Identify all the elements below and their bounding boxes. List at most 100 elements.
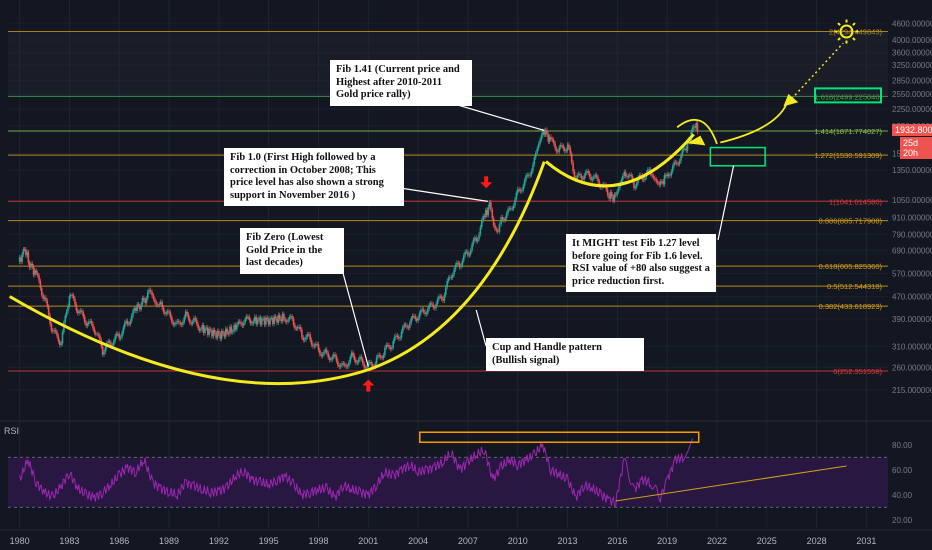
candle-body	[539, 139, 541, 145]
x-tick-label: 2013	[558, 536, 578, 546]
candle-body	[231, 331, 234, 333]
candle-body	[579, 173, 581, 176]
candle-body	[461, 260, 464, 266]
candle-body	[662, 181, 664, 185]
candle-body	[363, 363, 365, 368]
candle-body	[218, 330, 220, 334]
candle-body	[654, 177, 656, 180]
candle-body	[145, 298, 148, 303]
handle-curve	[544, 133, 695, 188]
candle-body	[568, 144, 570, 148]
rsi-trend-line	[615, 465, 847, 502]
candle-body	[440, 296, 443, 299]
annotation-cup-handle: Cup and Handle pattern (Bullish signal)	[486, 338, 644, 371]
candle-body	[692, 126, 695, 128]
red-arrow-icon-shaft	[366, 384, 371, 392]
candle-body	[386, 344, 389, 346]
candle-body	[287, 319, 289, 322]
candle-body	[306, 334, 309, 337]
candle-body	[312, 344, 314, 347]
candle-body	[550, 136, 552, 140]
candle-body	[674, 161, 677, 163]
candle-body	[676, 162, 678, 165]
candle-body	[627, 175, 630, 178]
candle-body	[460, 265, 462, 268]
candle-body	[685, 148, 688, 151]
last-price-badge: 1932.800000	[892, 124, 932, 136]
candle-body	[281, 313, 284, 322]
candle-body	[325, 349, 328, 353]
candle-body	[198, 328, 201, 331]
candle-body	[262, 318, 264, 320]
candle-body	[144, 299, 146, 303]
candle-body	[205, 327, 208, 329]
candle-body	[323, 351, 325, 355]
candle-body	[61, 331, 64, 344]
y-tick-label: 2250.000000	[892, 105, 932, 114]
y-tick-label: 260.000000	[892, 363, 932, 372]
candle-body	[341, 363, 343, 366]
candle-body	[191, 321, 194, 324]
candle-body	[523, 180, 526, 186]
candle-body	[503, 219, 505, 221]
candle-body	[183, 317, 186, 323]
y-tick-label: 310.000000	[892, 342, 932, 351]
projection-arrowhead	[783, 93, 799, 107]
candle-body	[301, 329, 303, 338]
candle-body	[47, 306, 50, 316]
candle-body	[355, 359, 357, 363]
y-tick-label: 2550.000000	[892, 90, 932, 99]
red-arrow-icon	[362, 379, 375, 392]
candle-body	[197, 323, 199, 329]
rsi-tick-label: 60.00	[892, 466, 913, 475]
candle-body	[429, 303, 432, 305]
x-tick-label: 2025	[757, 536, 777, 546]
candle-body	[542, 130, 544, 136]
candle-body	[559, 145, 562, 148]
candle-body	[39, 280, 42, 289]
candle-body	[597, 176, 599, 182]
cup-curve	[8, 161, 546, 386]
candle-body	[179, 322, 181, 325]
fib-1618-highlight	[814, 87, 882, 104]
candle-body	[646, 169, 649, 173]
candle-body	[53, 330, 56, 332]
candle-body	[240, 321, 242, 325]
candle-body	[119, 337, 122, 339]
handle-arrowhead	[687, 135, 706, 146]
candle-body	[110, 342, 112, 347]
candle-body	[89, 321, 91, 322]
candle-body	[608, 195, 610, 199]
candle-body	[532, 164, 534, 171]
rsi-tick-label: 20.00	[892, 516, 913, 525]
candle-body	[551, 139, 554, 140]
candle-body	[248, 317, 251, 321]
candle-body	[327, 352, 329, 358]
candle-body	[514, 199, 516, 206]
x-tick-label: 2019	[657, 536, 677, 546]
candle-body	[283, 313, 285, 320]
candle-body	[655, 179, 658, 182]
candle-body	[94, 332, 97, 335]
candle-body	[56, 331, 58, 336]
candle-body	[544, 129, 547, 135]
candle-body	[285, 321, 288, 322]
candle-body	[40, 288, 43, 296]
candle-body	[216, 330, 219, 338]
candle-body	[277, 315, 280, 323]
rsi-tick-label: 40.00	[892, 491, 913, 500]
x-tick-label: 2028	[807, 536, 827, 546]
candle-body	[31, 263, 34, 267]
candle-body	[573, 171, 576, 179]
candle-body	[43, 297, 46, 299]
candle-body	[547, 134, 550, 142]
candle-body	[384, 347, 386, 356]
candle-body	[177, 321, 180, 323]
rsi-label: RSI	[4, 426, 19, 436]
y-tick-label: 3250.000000	[892, 61, 932, 70]
candle-body	[433, 307, 436, 309]
x-tick-label: 1986	[109, 536, 129, 546]
candle-body	[28, 262, 31, 268]
candle-body	[591, 178, 594, 181]
candle-body	[308, 334, 310, 336]
